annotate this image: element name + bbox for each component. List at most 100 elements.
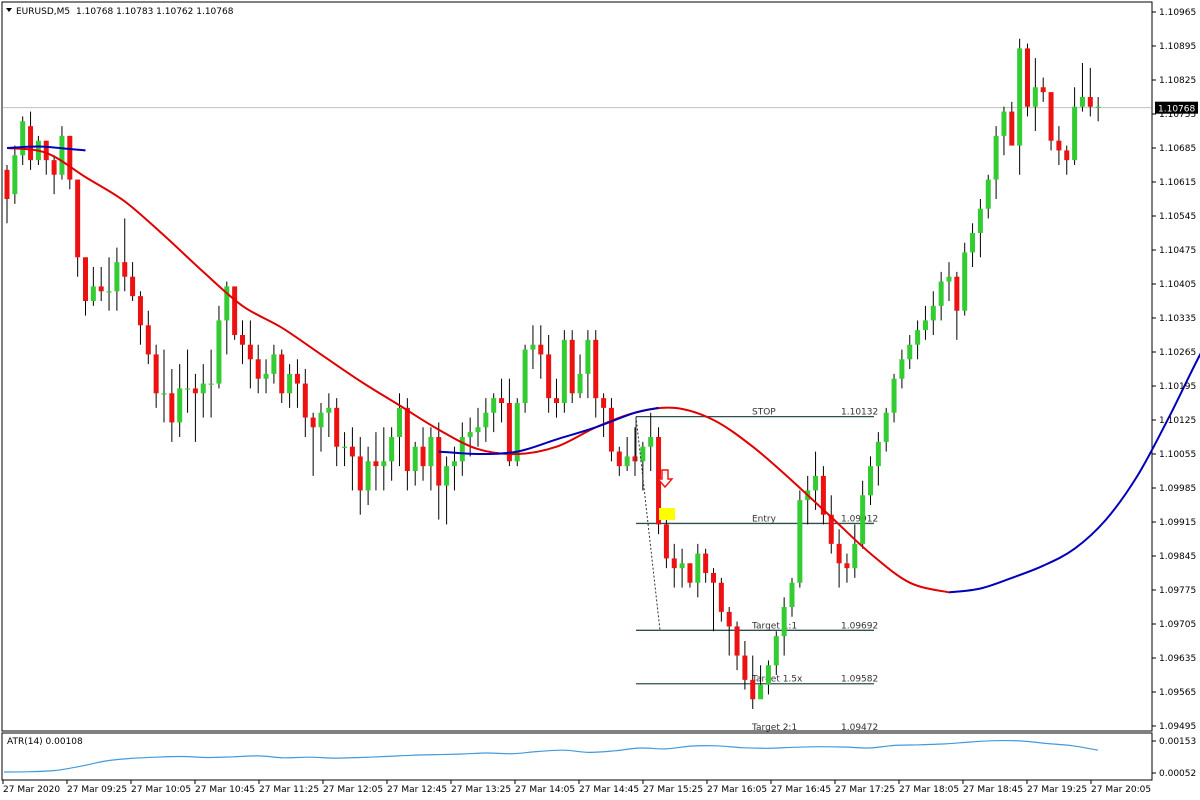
candle-42 (334, 398, 340, 467)
candle-body-124 (977, 208, 983, 233)
candle-body-44 (349, 446, 355, 457)
candle-body-67 (530, 344, 536, 350)
candle-body-113 (891, 378, 897, 413)
x-tick-label-6: 27 Mar 12:45 (387, 785, 447, 795)
candle-33 (263, 359, 269, 394)
candle-20 (161, 349, 167, 423)
candle-11 (90, 267, 96, 306)
candle-121 (954, 271, 960, 340)
candle-29 (232, 286, 238, 340)
candle-92 (726, 607, 732, 656)
candle-body-58 (459, 437, 465, 462)
candle-body-109 (860, 495, 866, 544)
candle-78 (616, 446, 622, 476)
price-axis: 1.10965 1.10895 1.10825 1.10755 1.10685 1.106… (1152, 8, 1198, 732)
candle-body-91 (718, 582, 724, 612)
candle-111 (875, 432, 881, 486)
y-tick-label-16: 1.09845 (1159, 552, 1196, 562)
candle-26 (208, 349, 214, 418)
candle-body-99 (781, 607, 787, 637)
candle-body-25 (200, 383, 206, 394)
candle-body-54 (428, 437, 434, 467)
candle-body-50 (397, 407, 402, 437)
candle-13 (106, 257, 112, 311)
candle-body-1 (12, 155, 18, 195)
y-tick-label-14: 1.09985 (1159, 484, 1196, 494)
x-tick-label-15: 27 Mar 18:45 (963, 785, 1023, 795)
candle-body-42 (334, 407, 340, 447)
y-tick-label-2: 1.10825 (1159, 76, 1196, 86)
candle-65 (514, 398, 520, 467)
candle-body-37 (294, 373, 300, 384)
candle-54 (428, 427, 434, 491)
candle-body-14 (114, 262, 120, 292)
candle-body-12 (98, 286, 104, 292)
level-price-2: 1.09692 (841, 621, 878, 631)
x-tick-label-3: 27 Mar 10:45 (195, 785, 255, 795)
time-axis: 27 Mar 2020 27 Mar 09:25 27 Mar 10:05 27 Ma… (2, 780, 1151, 795)
candle-110 (868, 456, 873, 505)
candle-19 (153, 344, 159, 408)
candle-112 (883, 407, 889, 452)
x-tick-label-4: 27 Mar 11:25 (259, 785, 319, 795)
candle-body-129 (1017, 48, 1023, 146)
candle-body-8 (67, 135, 73, 180)
candle-108 (852, 524, 858, 578)
y-tick-label-5: 1.10615 (1159, 178, 1196, 188)
candle-72 (569, 330, 575, 403)
candle-96 (758, 665, 764, 700)
candle-41 (326, 393, 332, 437)
candle-17 (137, 291, 143, 345)
candle-60 (475, 407, 481, 447)
candle-body-45 (357, 456, 363, 491)
candle-87 (687, 563, 693, 588)
candle-body-28 (224, 286, 230, 321)
candle-body-138 (1087, 97, 1093, 107)
level-price-1: 1.09912 (841, 514, 878, 524)
candle-body-135 (1064, 150, 1070, 161)
candle-body-26 (208, 383, 214, 385)
candle-66 (522, 344, 528, 413)
candle-7 (59, 126, 65, 180)
candle-10 (83, 257, 88, 316)
candle-133 (1048, 92, 1054, 151)
candle-body-96 (758, 684, 764, 700)
candle-body-11 (90, 286, 96, 301)
candle-body-70 (554, 398, 559, 403)
candle-body-119 (938, 281, 944, 306)
candle-138 (1087, 67, 1093, 117)
candle-134 (1056, 126, 1062, 165)
candle-body-121 (954, 276, 960, 311)
ma-slow-line (438, 406, 659, 456)
candle-57 (451, 446, 457, 491)
candle-body-0 (4, 169, 10, 199)
y-tick-label-12: 1.10125 (1159, 416, 1196, 426)
y-tick-label-6: 1.10545 (1159, 212, 1196, 222)
candle-body-40 (318, 412, 324, 428)
candle-body-74 (585, 339, 591, 374)
candle-104 (820, 466, 826, 525)
candle-body-100 (789, 582, 795, 607)
candle-body-15 (122, 262, 128, 277)
x-tick-label-13: 27 Mar 17:25 (835, 785, 895, 795)
candle-70 (554, 378, 559, 418)
candle-8 (67, 135, 73, 190)
candle-body-34 (271, 354, 277, 374)
candle-body-69 (546, 354, 552, 399)
candle-body-111 (875, 441, 881, 467)
candle-73 (577, 354, 583, 399)
candle-40 (318, 403, 324, 452)
candle-75 (593, 330, 599, 418)
candle-31 (247, 320, 253, 389)
menu-triangle-icon[interactable] (6, 8, 12, 12)
candle-body-137 (1079, 97, 1085, 107)
candle-94 (742, 641, 748, 690)
y-tick-label-18: 1.09705 (1159, 620, 1196, 630)
x-tick-label-0: 27 Mar 2020 (3, 785, 60, 795)
candle-88 (695, 543, 701, 598)
ma-fast-line (6, 147, 950, 594)
x-tick-label-16: 27 Mar 19:25 (1027, 785, 1087, 795)
candle-body-68 (538, 344, 544, 355)
